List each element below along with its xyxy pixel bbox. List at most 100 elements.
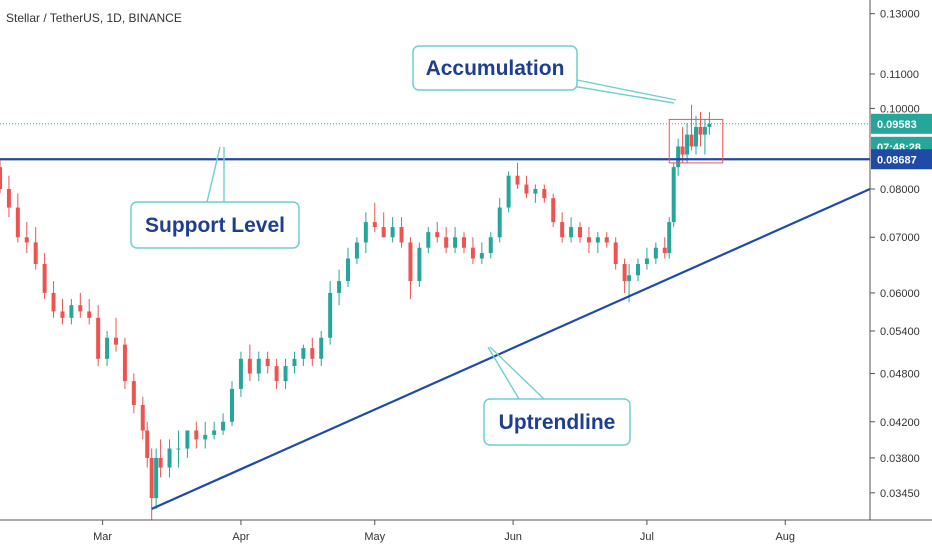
time-tick-label: Mar	[93, 531, 112, 543]
candle-body	[515, 175, 520, 185]
candle-body	[363, 222, 368, 243]
candle-body	[671, 167, 676, 223]
candle-body	[707, 123, 712, 127]
candle-body	[149, 457, 154, 499]
candle-body	[24, 237, 29, 243]
candle-body	[274, 366, 279, 382]
support-callout-leader	[206, 146, 221, 203]
candle-body	[444, 237, 449, 248]
overlays	[0, 118, 871, 510]
candle-body	[676, 146, 681, 168]
price-tick-label: 0.10000	[880, 103, 920, 115]
candle-body	[96, 317, 101, 359]
price-tick-label: 0.05400	[880, 326, 920, 338]
support-price-tag-text: 0.08687	[877, 154, 917, 166]
candle-body	[586, 237, 591, 243]
candle-body	[497, 207, 502, 238]
candle-body	[0, 167, 2, 190]
time-tick-label: Apr	[232, 531, 249, 543]
candle-body	[78, 305, 83, 312]
candle-body	[667, 222, 672, 254]
time-tick-label: May	[364, 531, 385, 543]
time-tick-label: Jun	[504, 531, 522, 543]
candle-body	[694, 126, 698, 147]
candle-body	[698, 126, 703, 135]
candle-body	[569, 227, 574, 238]
candle-body	[689, 134, 694, 147]
candle-body	[524, 184, 529, 194]
candle-body	[154, 457, 159, 499]
candle-body	[462, 237, 466, 248]
candles	[0, 104, 712, 520]
candle-body	[15, 207, 20, 238]
price-axis[interactable]: 0.13000 0.11000 0.10000 0.08000 0.07000 0.060…	[870, 9, 920, 500]
candle-body	[488, 237, 493, 254]
candle-body	[310, 348, 315, 359]
candle-body	[506, 175, 511, 208]
candle-body	[662, 247, 667, 254]
candle-body	[122, 344, 127, 382]
candle-body	[560, 222, 565, 238]
uptrend-callout-label: Uptrendline	[499, 411, 616, 434]
support-callout-box	[130, 201, 300, 249]
candle-body	[680, 146, 685, 155]
candle-body	[69, 305, 74, 318]
candle-body	[158, 457, 163, 468]
candle-body	[627, 275, 632, 282]
candle-body	[51, 292, 56, 312]
candle-body	[87, 311, 92, 318]
uptrend-callout-leader	[487, 346, 520, 400]
candle-body	[265, 358, 270, 367]
candle-body	[542, 189, 547, 199]
candle-body	[346, 258, 350, 282]
callouts: Accumulation Support Level Uptrendline	[130, 45, 677, 446]
candle-body	[221, 421, 226, 431]
candle-body	[417, 247, 422, 282]
time-tick-label: Jul	[640, 531, 654, 543]
candle-body	[42, 264, 47, 293]
candle-body	[399, 227, 404, 243]
candle-body	[247, 358, 252, 374]
price-tick-label: 0.06000	[880, 288, 920, 300]
candle-body	[578, 227, 582, 238]
candle-body	[653, 247, 658, 259]
price-tick-label: 0.07000	[880, 232, 920, 244]
candle-body	[6, 189, 11, 208]
candle-body	[622, 264, 627, 282]
accumulation-callout-leader	[576, 79, 677, 101]
candle-body	[194, 430, 199, 440]
time-axis[interactable]: Mar Apr May Jun Jul Aug	[93, 520, 795, 543]
candle-body	[145, 430, 150, 458]
price-tick-label: 0.04200	[880, 417, 920, 429]
uptrend-line	[151, 188, 871, 510]
candle-body	[644, 258, 649, 265]
chart-title: Stellar / TetherUS, 1D, BINANCE	[6, 11, 182, 25]
candle-body	[479, 253, 484, 259]
candle-body	[283, 366, 288, 382]
candle-body	[238, 358, 243, 389]
candle-body	[131, 381, 136, 405]
accumulation-callout-box	[412, 45, 578, 91]
candle-body	[114, 337, 118, 345]
price-tick-label: 0.11000	[880, 69, 919, 81]
candle-body	[105, 337, 110, 359]
candle-body	[33, 242, 38, 265]
last-price-tag-text: 0.09583	[877, 119, 917, 131]
accumulation-callout-leader	[559, 83, 675, 104]
candle-body	[551, 198, 556, 223]
candle-body	[595, 237, 600, 243]
time-tick-label: Aug	[775, 531, 795, 543]
candle-body	[256, 358, 261, 374]
candle-body	[185, 430, 190, 449]
support-callout-label: Support Level	[145, 214, 285, 237]
candle-body	[203, 434, 208, 440]
candle-body	[60, 311, 65, 318]
candle-body	[685, 134, 690, 155]
candle-body	[167, 448, 172, 468]
candle-body	[604, 237, 609, 243]
candle-body	[613, 242, 618, 265]
uptrend-callout-box	[483, 398, 631, 446]
accumulation-callout-label: Accumulation	[426, 57, 565, 80]
